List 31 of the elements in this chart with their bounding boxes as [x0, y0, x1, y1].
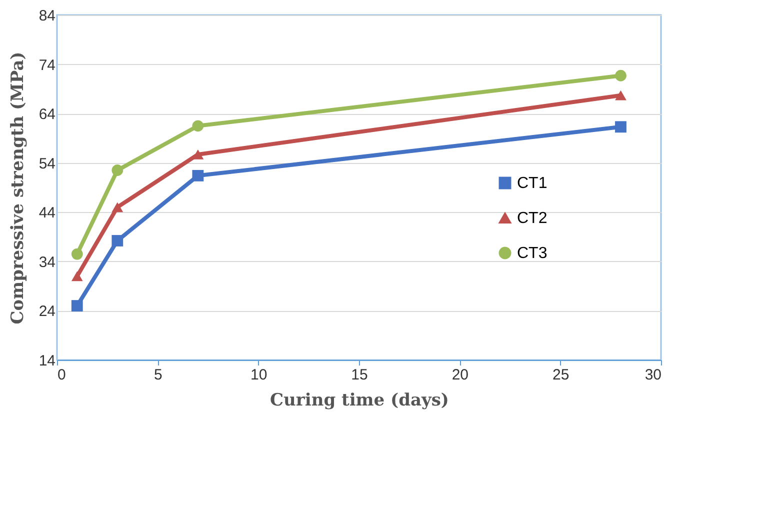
x-tick-label: 25: [552, 366, 570, 384]
x-tick-label: 30: [644, 366, 662, 384]
point: [71, 248, 83, 260]
x-tick-label: 5: [154, 366, 162, 384]
y-tick-label: 74: [38, 56, 56, 74]
y-tick-label: 84: [38, 8, 56, 24]
y-tick-label: 14: [38, 352, 56, 370]
point: [71, 271, 83, 282]
x-tick-label: 15: [351, 366, 368, 384]
point: [615, 90, 626, 100]
y-axis-title: Compressive strength (MPa): [8, 52, 28, 324]
x-tick-label: 10: [250, 366, 268, 384]
point: [615, 70, 626, 82]
x-tick-label: 0: [58, 366, 66, 384]
point: [112, 235, 124, 246]
legend-label: CT3: [517, 245, 548, 262]
point: [112, 164, 124, 176]
point: [192, 170, 204, 182]
point: [615, 121, 626, 133]
y-tick-label: 24: [38, 303, 56, 320]
y-tick-label: 54: [38, 155, 56, 172]
y-tick-label: 64: [38, 106, 56, 124]
y-tick-label: 44: [38, 204, 56, 222]
x-tick-label: 20: [452, 366, 469, 384]
point: [192, 120, 204, 132]
legend-label: CT2: [517, 210, 548, 227]
point: [71, 300, 83, 312]
y-tick-label: 34: [38, 254, 56, 271]
point: [112, 202, 124, 212]
x-axis-title: Curing time (days): [270, 390, 449, 410]
legend-label: CT1: [517, 175, 548, 192]
